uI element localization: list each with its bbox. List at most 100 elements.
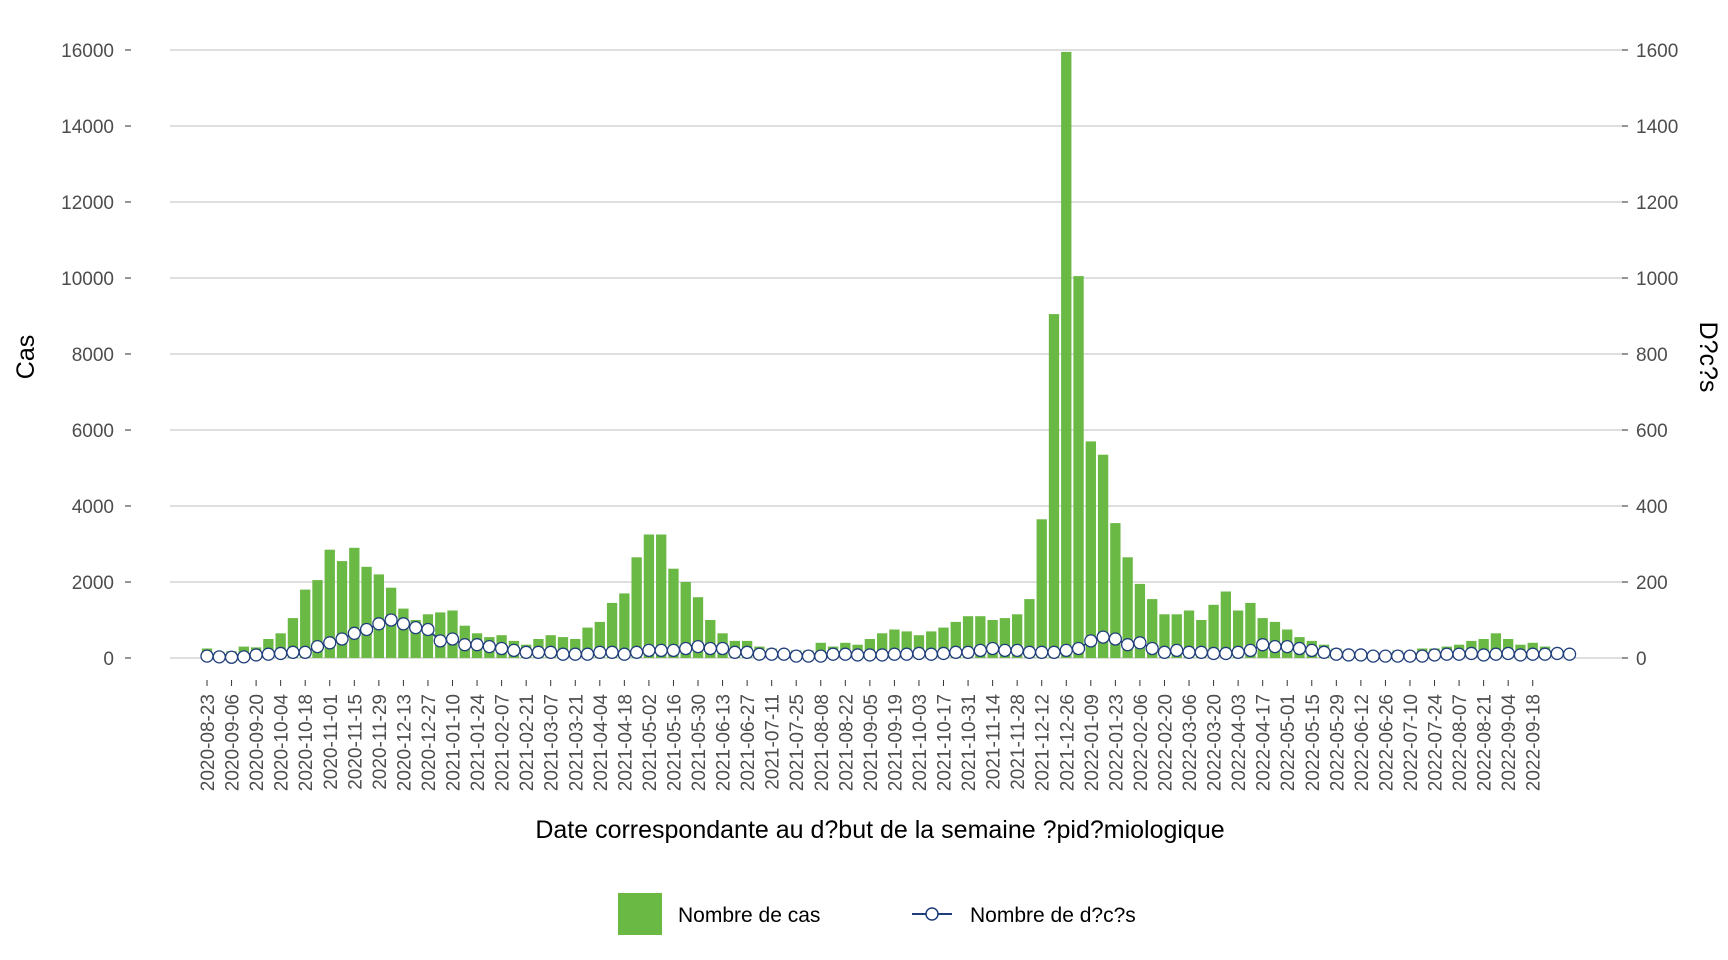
point-deaths-42 [715,641,730,656]
point-deaths-97 [1391,649,1405,663]
right-tick-label-3: 600 [1636,421,1668,442]
x-tick-label-22: 2021-06-27 [738,694,759,791]
bar-cases-59 [926,631,937,658]
left-tick-label-1: 2000 [72,573,114,594]
point-deaths-2 [224,650,239,664]
x-tick-label-5: 2020-11-01 [321,694,342,790]
x-tick-label-47: 2022-06-12 [1352,694,1373,791]
point-deaths-43 [728,645,742,659]
bar-cases-74 [1110,523,1121,658]
point-deaths-101 [1440,647,1454,661]
right-tick-label-1: 200 [1636,573,1668,594]
point-deaths-96 [1378,649,1393,663]
point-deaths-58 [912,646,926,661]
point-deaths-59 [924,647,938,661]
right-tick-label-8: 1600 [1636,41,1678,62]
bar-cases-32 [594,621,605,658]
bar-cases-56 [889,629,900,658]
point-deaths-8 [298,645,312,659]
left-tick-label-8: 16000 [61,41,114,62]
point-deaths-15 [384,613,398,627]
point-deaths-47 [777,647,791,661]
bars-series-cases [201,51,1551,658]
gridlines [170,49,1625,659]
left-tick-label-2: 4000 [72,497,114,518]
x-tick-label-34: 2021-12-12 [1033,694,1054,791]
point-deaths-49 [801,649,816,663]
point-deaths-9 [310,639,325,654]
x-tick-label-51: 2022-08-07 [1450,694,1471,791]
x-tick-label-2: 2020-09-20 [247,694,268,791]
x-tick-label-28: 2021-09-19 [885,694,906,791]
point-deaths-55 [875,648,889,662]
point-deaths-19 [433,634,447,648]
left-tick-label-7: 14000 [61,117,114,138]
point-deaths-92 [1329,647,1343,661]
x-tick-label-13: 2021-02-21 [517,694,538,791]
point-deaths-45 [752,647,767,661]
point-deaths-3 [237,650,251,664]
point-deaths-60 [936,646,951,661]
point-deaths-78 [1157,645,1172,659]
x-tick-label-25: 2021-08-08 [812,694,833,791]
point-deaths-27 [531,645,546,659]
point-deaths-57 [900,647,914,661]
point-deaths-29 [556,647,570,661]
x-tick-label-54: 2022-09-18 [1524,694,1545,791]
x-tick-label-9: 2020-12-27 [419,694,440,791]
bar-cases-14 [373,574,385,658]
point-deaths-50 [814,649,828,663]
right-y-axis: 0 200 400 600 800 1000 1200 1400 1600 [1622,41,1678,670]
point-deaths-80 [1182,645,1196,659]
point-deaths-38 [666,643,681,658]
point-deaths-66 [1010,643,1024,658]
point-deaths-51 [826,647,840,661]
bar-cases-80 [1183,610,1195,658]
point-deaths-93 [1341,648,1356,662]
point-deaths-79 [1170,643,1184,658]
left-tick-label-4: 8000 [72,345,114,366]
point-deaths-22 [470,638,484,652]
x-tick-label-29: 2021-10-03 [910,694,931,791]
bar-cases-8 [300,589,311,658]
x-tick-label-21: 2021-06-13 [714,694,735,791]
x-tick-label-33: 2021-11-28 [1008,694,1029,790]
point-deaths-84 [1231,645,1245,659]
x-tick-label-12: 2021-02-07 [493,694,514,791]
legend-cases-swatch [618,893,662,935]
point-deaths-72 [1084,634,1098,648]
point-deaths-53 [850,648,865,662]
point-deaths-109 [1538,647,1552,661]
x-tick-label-52: 2022-08-21 [1475,694,1496,791]
point-deaths-73 [1096,630,1110,644]
bar-cases-65 [999,618,1011,658]
point-deaths-63 [973,643,987,658]
bar-cases-62 [962,616,974,658]
bar-cases-70 [1061,51,1072,658]
point-deaths-76 [1133,636,1147,650]
bar-cases-7 [287,618,299,658]
point-deaths-35 [629,645,644,659]
bar-cases-64 [987,620,998,658]
point-deaths-37 [654,643,668,658]
point-deaths-100 [1427,648,1442,662]
point-deaths-7 [286,645,300,659]
bar-cases-38 [668,568,679,658]
point-deaths-21 [458,638,472,652]
x-tick-label-4: 2020-10-18 [296,694,317,791]
point-deaths-12 [347,626,361,640]
bar-cases-33 [606,602,618,658]
x-tick-label-45: 2022-05-15 [1303,694,1324,791]
bar-cases-72 [1085,441,1096,658]
x-tick-label-24: 2021-07-25 [787,694,808,791]
legend-cases-label: Nombre de cas [678,904,820,927]
bar-cases-79 [1171,614,1182,658]
right-tick-label-0: 0 [1636,649,1647,670]
x-tick-label-6: 2020-11-15 [345,694,366,790]
point-deaths-81 [1194,645,1208,659]
point-deaths-71 [1071,641,1086,656]
point-deaths-10 [323,636,337,650]
point-deaths-98 [1403,649,1417,663]
bar-cases-84 [1232,610,1244,658]
